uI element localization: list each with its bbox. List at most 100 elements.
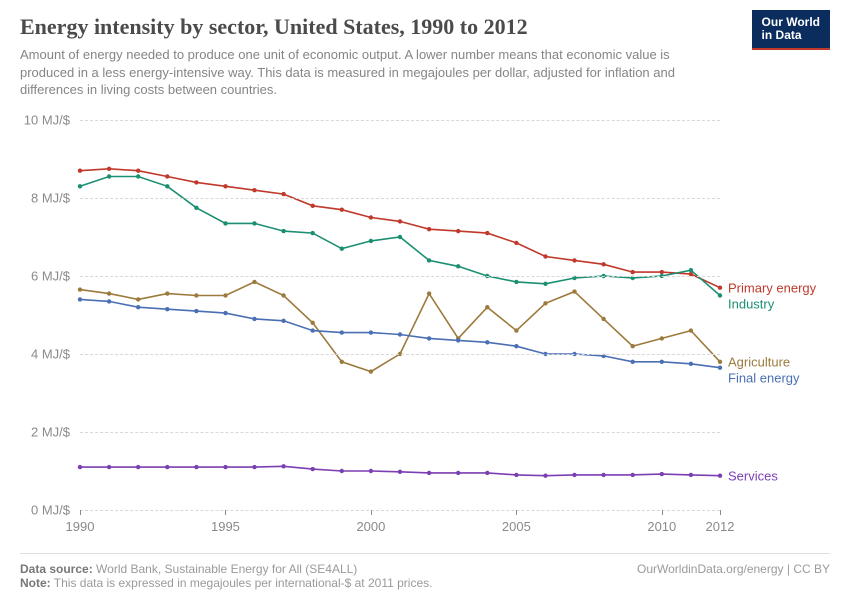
source-label: Data source:	[20, 562, 93, 576]
series-label-agriculture: Agriculture	[728, 354, 790, 369]
series-marker	[514, 328, 518, 332]
owid-logo: Our World in Data	[752, 10, 830, 50]
series-marker	[718, 286, 722, 290]
series-marker	[136, 305, 140, 309]
series-marker	[456, 229, 460, 233]
series-marker	[572, 289, 576, 293]
series-marker	[223, 293, 227, 297]
series-marker	[107, 167, 111, 171]
logo-line1: Our World	[762, 15, 820, 29]
chart-header: Energy intensity by sector, United State…	[0, 0, 850, 109]
series-marker	[78, 287, 82, 291]
series-marker	[281, 192, 285, 196]
series-marker	[369, 239, 373, 243]
series-marker	[311, 328, 315, 332]
series-marker	[572, 473, 576, 477]
series-marker	[281, 229, 285, 233]
series-marker	[514, 241, 518, 245]
x-axis-label: 1990	[66, 519, 95, 534]
series-marker	[194, 465, 198, 469]
series-marker	[689, 362, 693, 366]
series-marker	[78, 465, 82, 469]
series-marker	[398, 235, 402, 239]
series-marker	[340, 469, 344, 473]
series-marker	[165, 307, 169, 311]
series-marker	[107, 299, 111, 303]
footer-right: OurWorldinData.org/energy | CC BY	[637, 562, 830, 576]
series-marker	[223, 184, 227, 188]
series-marker	[194, 293, 198, 297]
series-marker	[660, 360, 664, 364]
series-marker	[281, 293, 285, 297]
series-marker	[543, 301, 547, 305]
series-marker	[165, 174, 169, 178]
x-tick	[225, 510, 226, 515]
series-marker	[718, 293, 722, 297]
series-marker	[165, 184, 169, 188]
series-marker	[485, 231, 489, 235]
series-marker	[311, 467, 315, 471]
x-axis-label: 2005	[502, 519, 531, 534]
series-marker	[340, 360, 344, 364]
series-marker	[252, 465, 256, 469]
x-axis-label: 2010	[647, 519, 676, 534]
series-marker	[456, 338, 460, 342]
series-marker	[631, 360, 635, 364]
series-marker	[398, 219, 402, 223]
series-marker	[427, 258, 431, 262]
series-marker	[340, 247, 344, 251]
series-marker	[369, 215, 373, 219]
series-marker	[718, 474, 722, 478]
series-marker	[107, 291, 111, 295]
series-marker	[427, 227, 431, 231]
series-marker	[398, 470, 402, 474]
y-axis-label: 4 MJ/$	[20, 347, 70, 362]
series-marker	[252, 317, 256, 321]
series-marker	[514, 344, 518, 348]
series-marker	[631, 344, 635, 348]
plot-region: 0 MJ/$2 MJ/$4 MJ/$6 MJ/$8 MJ/$10 MJ/$199…	[80, 120, 720, 510]
x-tick	[371, 510, 372, 515]
series-marker	[369, 369, 373, 373]
line-svg	[80, 120, 720, 510]
source-text: World Bank, Sustainable Energy for All (…	[96, 562, 357, 576]
series-marker	[340, 330, 344, 334]
series-marker	[689, 473, 693, 477]
series-marker	[601, 317, 605, 321]
x-tick	[516, 510, 517, 515]
series-marker	[340, 208, 344, 212]
series-marker	[689, 268, 693, 272]
series-line-primary-energy	[80, 169, 720, 288]
footer-source: Data source: World Bank, Sustainable Ene…	[20, 562, 357, 576]
series-marker	[311, 231, 315, 235]
note-label: Note:	[20, 576, 51, 590]
series-marker	[194, 180, 198, 184]
series-marker	[165, 465, 169, 469]
x-axis-label: 2012	[706, 519, 735, 534]
y-axis-label: 0 MJ/$	[20, 503, 70, 518]
series-marker	[601, 473, 605, 477]
x-axis-label: 1995	[211, 519, 240, 534]
x-tick	[720, 510, 721, 515]
chart-subtitle: Amount of energy needed to produce one u…	[20, 46, 720, 99]
series-marker	[485, 305, 489, 309]
series-marker	[485, 340, 489, 344]
series-marker	[281, 464, 285, 468]
series-marker	[78, 169, 82, 173]
series-marker	[601, 262, 605, 266]
series-marker	[427, 336, 431, 340]
series-marker	[718, 366, 722, 370]
x-tick	[80, 510, 81, 515]
series-marker	[572, 258, 576, 262]
series-marker	[107, 174, 111, 178]
series-marker	[689, 328, 693, 332]
series-marker	[311, 204, 315, 208]
series-marker	[252, 188, 256, 192]
series-marker	[252, 221, 256, 225]
series-marker	[514, 473, 518, 477]
series-label-final-energy: Final energy	[728, 370, 800, 385]
chart-footer: Data source: World Bank, Sustainable Ene…	[20, 553, 830, 590]
series-marker	[543, 254, 547, 258]
series-marker	[78, 297, 82, 301]
x-tick	[662, 510, 663, 515]
